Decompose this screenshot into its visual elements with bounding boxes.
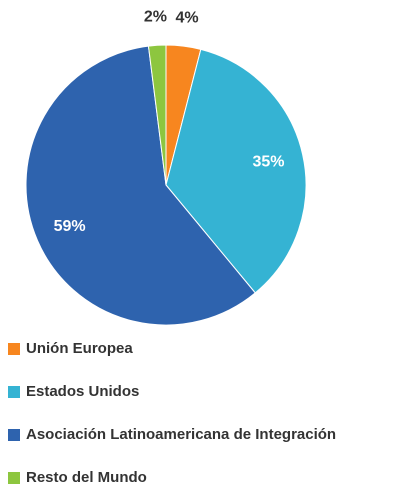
pie-slice: [165, 48, 307, 294]
legend-swatch: [8, 472, 20, 484]
legend-label: Estados Unidos: [26, 383, 139, 400]
legend-swatch: [8, 386, 20, 398]
data-label: 2%: [144, 9, 167, 26]
legend-swatch: [8, 343, 20, 355]
pie-slice: [25, 45, 256, 326]
legend-label: Asociación Latinoamericana de Integració…: [26, 426, 336, 443]
legend-label: Resto del Mundo: [26, 469, 147, 486]
legend-swatch: [8, 429, 20, 441]
data-label: 35%: [252, 153, 284, 170]
data-label: 4%: [175, 10, 198, 27]
pie-slice: [147, 44, 167, 186]
legend-label: Unión Europea: [26, 340, 133, 357]
data-label: 59%: [54, 218, 86, 235]
